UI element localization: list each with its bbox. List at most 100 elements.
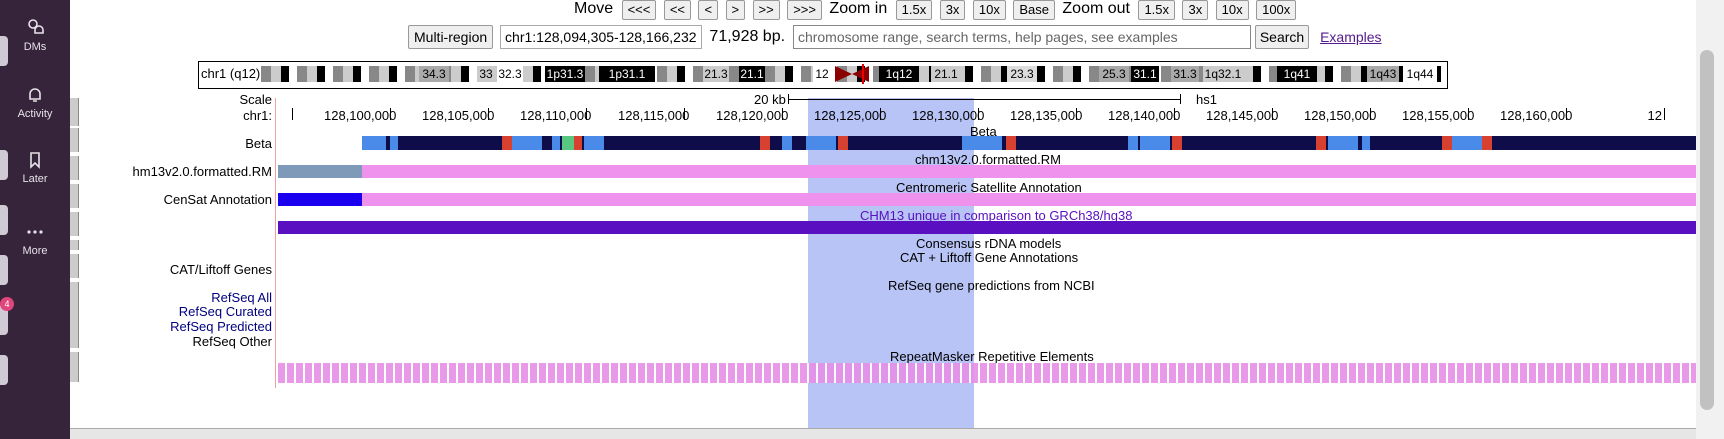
censat-feature[interactable]	[278, 193, 362, 206]
beta-segment[interactable]	[562, 136, 574, 150]
track-label-censat[interactable]: CenSat Annotation	[163, 192, 272, 207]
workspace-tab[interactable]	[0, 36, 8, 66]
track-drag-handle[interactable]	[70, 156, 79, 180]
beta-segment[interactable]	[760, 136, 770, 150]
beta-center-label: Beta	[970, 124, 997, 139]
track-label-rm[interactable]: hm13v2.0.formatted.RM	[132, 164, 272, 179]
ideogram-band: 33	[477, 66, 495, 82]
scrollbar-thumb[interactable]	[1700, 50, 1714, 410]
sidebar-item-later[interactable]: Later	[0, 150, 70, 185]
track-drag-handle[interactable]	[70, 98, 79, 126]
beta-segment[interactable]	[1128, 136, 1138, 150]
beta-segment[interactable]	[1006, 136, 1016, 150]
ideogram-band: 25.3	[1099, 66, 1129, 82]
sidebar-item-dms[interactable]: DMs	[0, 18, 70, 53]
rdna-center-label: Consensus rDNA models	[916, 236, 1062, 251]
track-drag-handle[interactable]	[70, 282, 79, 348]
ideogram-band: 1q43	[1367, 66, 1399, 82]
workspace-tab[interactable]	[0, 150, 8, 180]
track-drag-handle[interactable]	[70, 128, 79, 152]
beta-segment[interactable]	[362, 136, 386, 150]
workspace-tab[interactable]	[0, 205, 8, 235]
beta-segment[interactable]	[962, 136, 1002, 150]
ruler-tick-label: 128,160,000	[1500, 108, 1573, 123]
ruler-tick-mark	[1076, 108, 1077, 120]
workspace-tab[interactable]	[0, 305, 8, 335]
bookmark-icon	[30, 152, 40, 169]
beta-segment[interactable]	[390, 136, 398, 150]
sidebar-item-more[interactable]: More	[0, 222, 70, 257]
beta-segment[interactable]	[1328, 136, 1358, 150]
beta-track[interactable]	[362, 136, 1696, 150]
track-label-refseq-predicted[interactable]: RefSeq Predicted	[170, 319, 272, 334]
ideogram-band: 21.3	[703, 66, 729, 82]
search-button[interactable]: Search	[1254, 25, 1310, 49]
beta-segment[interactable]	[1452, 136, 1482, 150]
search-input[interactable]: chromosome range, search terms, help pag…	[792, 25, 1251, 49]
track-label-beta[interactable]: Beta	[245, 136, 272, 151]
ruler-tick-mark	[1272, 108, 1273, 120]
track-drag-handle[interactable]	[70, 184, 79, 208]
ruler-tick-label: 128,130,000	[912, 108, 985, 123]
zoom-out-3x-button[interactable]: 3x	[1182, 0, 1209, 20]
repeat-elements[interactable]	[278, 363, 1696, 383]
track-label-refseq-curated[interactable]: RefSeq Curated	[178, 304, 272, 319]
zoom-out-100x-button[interactable]: 100x	[1256, 0, 1297, 20]
workspace-tab[interactable]	[0, 355, 8, 385]
beta-segment[interactable]	[838, 136, 848, 150]
zoom-in-1.5x-button[interactable]: 1.5x	[895, 0, 933, 20]
move-far-right-button[interactable]: >>>	[787, 0, 822, 20]
ideogram-band: 1q32.1	[1203, 66, 1243, 82]
zoom-out-10x-button[interactable]: 10x	[1215, 0, 1249, 20]
beta-segment[interactable]	[574, 136, 582, 150]
move-step-right-button[interactable]: >	[725, 0, 746, 20]
beta-segment[interactable]	[1140, 136, 1170, 150]
beta-segment[interactable]	[1362, 136, 1370, 150]
sidebar-item-label: Later	[22, 173, 48, 185]
track-drag-handle[interactable]	[70, 254, 79, 278]
scale-bar	[788, 99, 1180, 100]
rm-feature[interactable]	[362, 165, 1696, 178]
sidebar-item-activity[interactable]: Activity	[0, 85, 70, 120]
track-drag-handle[interactable]	[70, 352, 79, 382]
zoom-base-button[interactable]: Base	[1013, 0, 1055, 20]
sidebar-item-label: DMs	[23, 41, 47, 53]
move-right-button[interactable]: >>	[752, 0, 780, 20]
move-left-button[interactable]: <<	[663, 0, 691, 20]
ruler-tick-label: 12	[1647, 108, 1662, 123]
beta-segment[interactable]	[1172, 136, 1182, 150]
track-drag-handle[interactable]	[70, 212, 79, 236]
ruler-tick-mark	[390, 108, 391, 120]
zoom-in-3x-button[interactable]: 3x	[939, 0, 966, 20]
chromosome-ideogram[interactable]: chr1 (q12) 34.3 33 32.3 1p31.3 1p31.1 21…	[198, 61, 1448, 89]
censat-feature[interactable]	[362, 193, 1696, 206]
beta-segment[interactable]	[806, 136, 836, 150]
track-label-refseq-all[interactable]: RefSeq All	[211, 290, 272, 305]
track-drag-handle[interactable]	[70, 240, 79, 250]
rm-feature[interactable]	[278, 165, 362, 178]
move-step-left-button[interactable]: <	[698, 0, 719, 20]
move-far-left-button[interactable]: <<<	[621, 0, 657, 20]
beta-segment[interactable]	[1316, 136, 1326, 150]
position-input[interactable]: chr1:128,094,305-128,166,232	[500, 25, 702, 49]
beta-segment[interactable]	[782, 136, 792, 150]
beta-segment[interactable]	[584, 136, 604, 150]
zoom-in-label: Zoom in	[829, 0, 888, 17]
examples-link[interactable]: Examples	[1320, 29, 1382, 45]
zoom-out-1.5x-button[interactable]: 1.5x	[1138, 0, 1176, 20]
censat-center-label: Centromeric Satellite Annotation	[896, 180, 1082, 195]
beta-segment[interactable]	[552, 136, 560, 150]
ruler-tick-mark	[1370, 108, 1371, 120]
track-label-refseq-other[interactable]: RefSeq Other	[192, 334, 273, 349]
ruler-tick-mark	[1174, 108, 1175, 120]
beta-segment[interactable]	[1442, 136, 1452, 150]
workspace-tab[interactable]	[0, 255, 8, 285]
beta-segment[interactable]	[1482, 136, 1492, 150]
multi-region-button[interactable]: Multi-region	[408, 25, 494, 49]
zoom-in-10x-button[interactable]: 10x	[972, 0, 1006, 20]
unique-feature[interactable]	[278, 221, 1696, 234]
zoom-out-label: Zoom out	[1062, 0, 1130, 17]
beta-segment[interactable]	[512, 136, 542, 150]
track-label-cat[interactable]: CAT/Liftoff Genes	[169, 262, 272, 277]
beta-segment[interactable]	[502, 136, 512, 150]
